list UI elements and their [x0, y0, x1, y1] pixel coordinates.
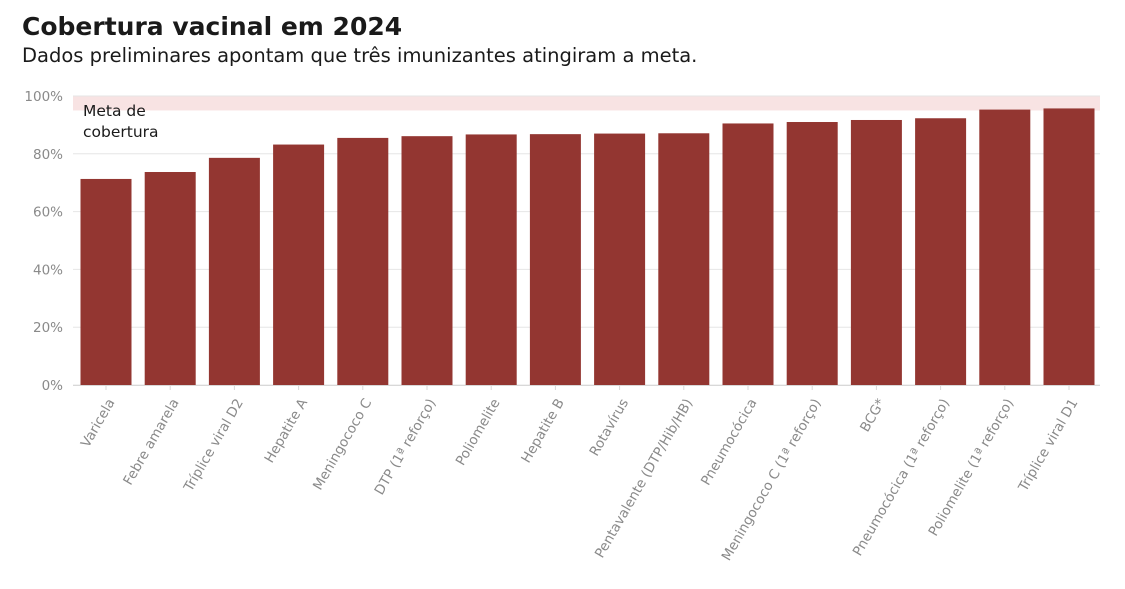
- x-tick-label: Meningococo C: [310, 396, 375, 493]
- y-tick-label: 100%: [24, 89, 63, 105]
- bar: [337, 137, 389, 385]
- bar: [529, 134, 581, 385]
- bar: [658, 133, 710, 385]
- x-tick-label: Rotavírus: [586, 396, 632, 459]
- bar: [722, 123, 774, 385]
- bar: [80, 178, 132, 385]
- x-tick-label: Poliomelite: [453, 396, 504, 468]
- bar: [208, 157, 260, 385]
- bar: [465, 134, 517, 385]
- x-tick-label: Tríplice viral D1: [1015, 396, 1081, 495]
- x-tick-label: Hepatite A: [261, 395, 311, 466]
- x-tick-label: Hepatite B: [518, 396, 568, 466]
- target-band-label: Meta de cobertura: [83, 102, 159, 141]
- y-tick-label: 20%: [33, 320, 63, 336]
- bar: [786, 122, 838, 385]
- x-tick-label: DTP (1ª reforço): [371, 396, 439, 498]
- x-tick-label: Febre amarela: [120, 396, 182, 488]
- chart-subtitle: Dados preliminares apontam que três imun…: [22, 44, 698, 67]
- y-tick-label: 40%: [33, 262, 63, 278]
- bar: [979, 109, 1031, 385]
- bar: [1043, 108, 1095, 385]
- x-tick-label: Varicela: [78, 396, 119, 450]
- target-band: [73, 96, 1100, 111]
- y-tick-label: 0%: [42, 378, 64, 394]
- bar: [273, 144, 325, 385]
- target-band-label-line: Meta de: [83, 102, 146, 120]
- x-tick-label: Tríplice viral D2: [180, 396, 246, 495]
- x-tick-label: Pneumocócica: [698, 396, 761, 488]
- bar: [594, 133, 646, 385]
- chart-title: Cobertura vacinal em 2024: [22, 12, 403, 41]
- bar: [915, 118, 967, 386]
- bar: [850, 119, 902, 385]
- bar: [144, 172, 196, 385]
- target-band-label-line: cobertura: [83, 123, 159, 141]
- bar: [401, 136, 453, 385]
- y-tick-label: 80%: [33, 147, 63, 163]
- x-tick-label: BCG*: [857, 396, 889, 435]
- y-tick-label: 60%: [33, 205, 63, 221]
